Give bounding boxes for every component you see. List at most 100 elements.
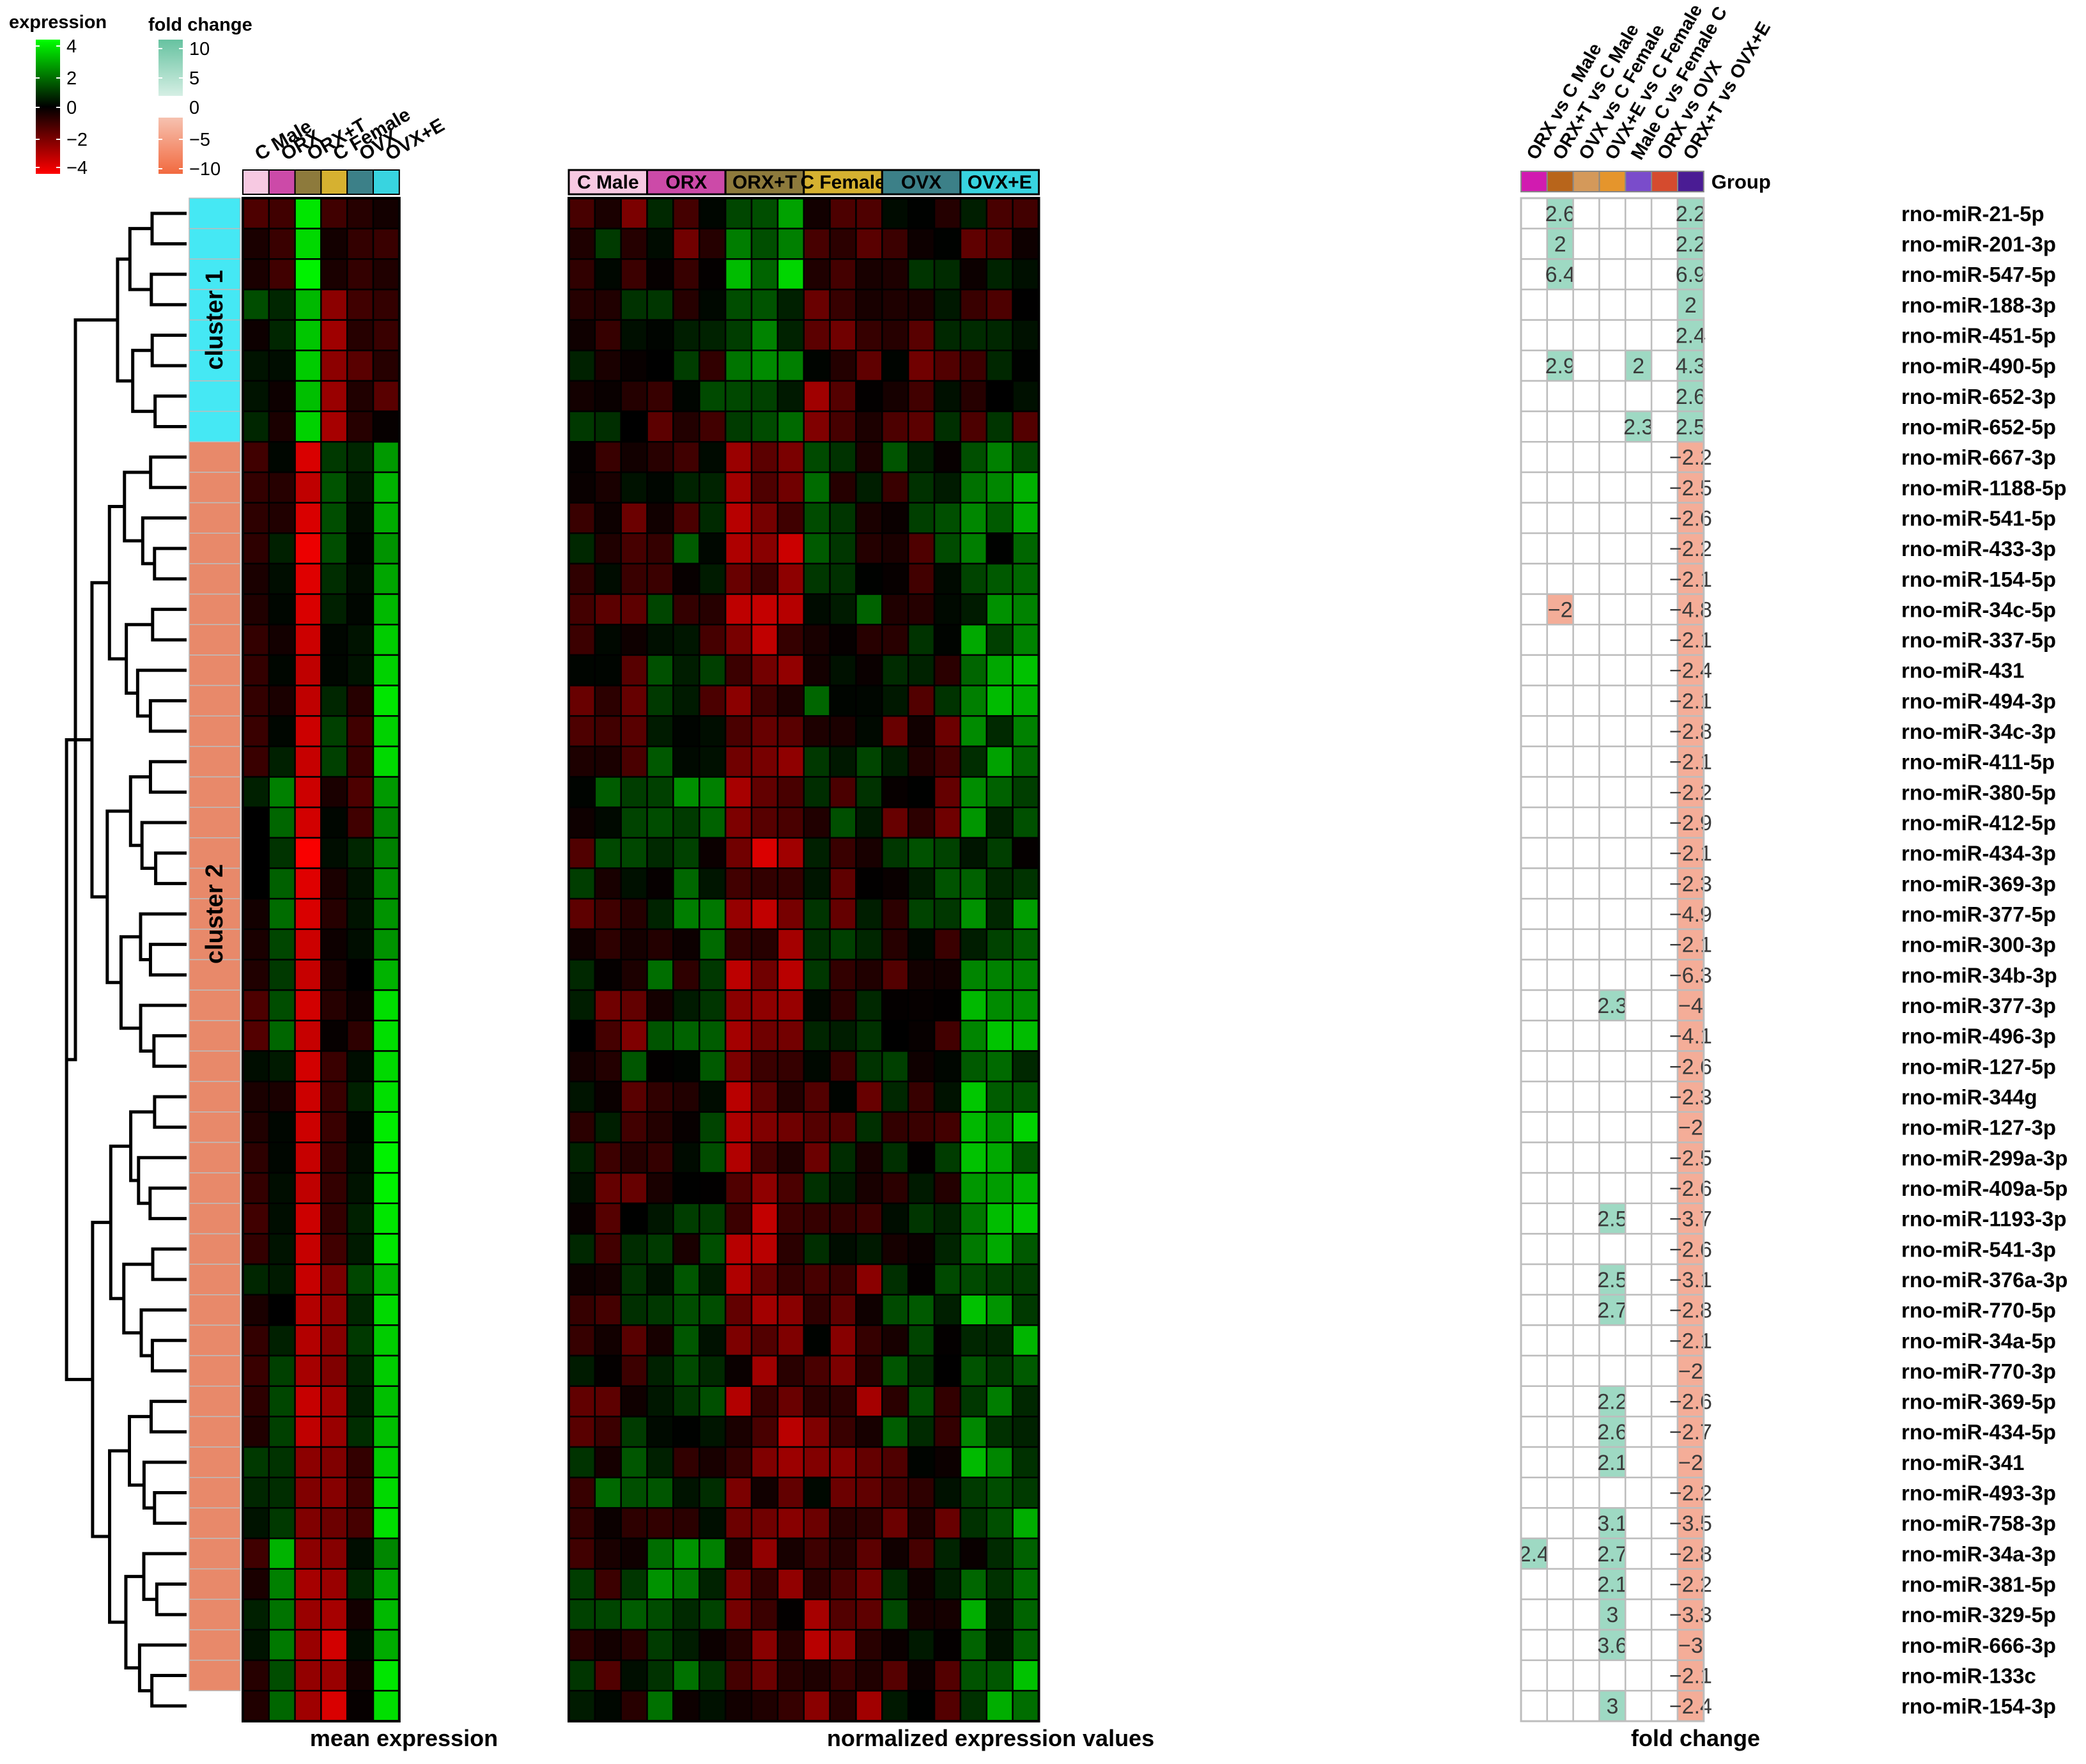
normalized-expression-cell xyxy=(855,1019,883,1052)
normalized-expression-cell xyxy=(907,258,936,291)
mean-expression-cell xyxy=(268,593,296,626)
fold-change-cell xyxy=(1520,928,1549,961)
normalized-expression-cell xyxy=(750,1690,779,1722)
dendrogram-branch xyxy=(150,1338,187,1373)
cluster-cell xyxy=(189,1233,241,1265)
dendrogram-branch xyxy=(142,1460,187,1510)
normalized-expression-cell xyxy=(776,1202,805,1235)
mean-expression-cell xyxy=(294,1659,322,1692)
normalized-expression-cell xyxy=(803,1598,831,1631)
mean-expression-cell xyxy=(320,562,348,595)
normalized-expression-cell xyxy=(620,989,648,1022)
mean-expression-cell xyxy=(346,1446,375,1478)
mean-expression-cell xyxy=(268,1568,296,1600)
normalized-expression-cell xyxy=(959,228,988,260)
normalized-expression-cell xyxy=(594,1202,622,1235)
mean-expression-cell xyxy=(294,228,322,260)
normalized-expression-cell xyxy=(620,228,648,260)
fold-change-cell xyxy=(1598,502,1626,534)
normalized-expression-cell xyxy=(881,1141,909,1174)
normalized-expression-cell xyxy=(933,1141,962,1174)
normalized-expression-cell xyxy=(855,837,883,869)
mean-expression-cell xyxy=(346,1537,375,1570)
normalized-expression-cell xyxy=(985,1263,1014,1296)
normalized-expression-cell xyxy=(881,776,909,808)
mean-expression-cell xyxy=(294,623,322,656)
cluster-cell xyxy=(189,197,241,229)
normalized-expression-cell xyxy=(672,654,700,686)
cluster-cell xyxy=(189,776,241,808)
dendrogram-branch xyxy=(150,272,187,307)
normalized-expression-cell xyxy=(672,350,700,382)
normalized-expression-cell xyxy=(620,1568,648,1600)
cluster-cell xyxy=(189,319,241,352)
normalized-expression-cell xyxy=(620,1172,648,1205)
normalized-expression-cell xyxy=(985,1080,1014,1113)
normalized-expression-cell xyxy=(985,989,1014,1022)
fold-change-value: 2.7 xyxy=(1597,1299,1627,1323)
mean-expression-cell xyxy=(268,654,296,686)
normalized-expression-cell xyxy=(620,1141,648,1174)
normalized-expression-cell xyxy=(672,685,700,717)
fold-change-value: −2 xyxy=(1678,1451,1703,1475)
fold-change-cell xyxy=(1676,1568,1705,1600)
normalized-expression-cell xyxy=(907,350,936,382)
row-label: rno-miR-154-5p xyxy=(1901,568,2056,591)
mean-expression-cell xyxy=(346,867,375,900)
normalized-expression-cell xyxy=(803,288,831,321)
normalized-expression-cell xyxy=(933,1446,962,1478)
normalized-expression-cell xyxy=(829,1598,857,1631)
normalized-expression-cell xyxy=(1012,410,1040,443)
mean-expression-cell xyxy=(242,532,270,565)
mean-expression-cell xyxy=(294,1202,322,1235)
mean-expression-cell xyxy=(320,1476,348,1509)
normalized-expression-cell xyxy=(907,1690,936,1722)
row-label: rno-miR-770-5p xyxy=(1901,1299,2056,1322)
normalized-expression-cell xyxy=(750,1294,779,1326)
mean-expression-cell xyxy=(346,562,375,595)
fold-change-cell xyxy=(1650,685,1679,717)
mean-expression-cell xyxy=(294,1111,322,1143)
normalized-expression-cell xyxy=(699,471,727,504)
fold-change-cell xyxy=(1625,1416,1653,1448)
normalized-expression-cell xyxy=(855,380,883,412)
fold-change-cell xyxy=(1598,471,1626,504)
normalized-expression-cell xyxy=(829,502,857,534)
normalized-expression-cell xyxy=(699,1446,727,1478)
fold-change-value: −2.8 xyxy=(1669,720,1712,744)
normalized-expression-cell xyxy=(776,1172,805,1205)
normalized-expression-cell xyxy=(646,837,674,869)
normalized-expression-cell xyxy=(776,1507,805,1540)
normalized-expression-cell xyxy=(568,776,596,808)
normalized-expression-cell xyxy=(620,928,648,961)
fold-change-cell xyxy=(1650,959,1679,991)
normalized-expression-cell xyxy=(646,288,674,321)
normalized-expression-cell xyxy=(594,806,622,839)
normalized-expression-cell xyxy=(1012,1294,1040,1326)
normalized-expression-cell xyxy=(985,837,1014,869)
normalized-expression-cell xyxy=(620,1629,648,1661)
fold-change-value: 2.6 xyxy=(1676,385,1706,409)
fold-change-cell xyxy=(1572,959,1600,991)
normalized-expression-cell xyxy=(620,593,648,626)
normalized-expression-cell xyxy=(724,228,753,260)
mean-expression-cell xyxy=(320,776,348,808)
fold-change-cell xyxy=(1625,1354,1653,1387)
mean-expression-cell xyxy=(294,1294,322,1326)
mean-expression-cell xyxy=(268,959,296,991)
normalized-expression-cell xyxy=(568,258,596,291)
mean-expression-cell xyxy=(320,1416,348,1448)
row-dendrogram xyxy=(65,212,187,1708)
normalized-expression-cell xyxy=(829,1141,857,1174)
normalized-expression-cell xyxy=(803,471,831,504)
normalized-expression-cell xyxy=(959,989,988,1022)
mean-expression-cell xyxy=(268,502,296,534)
fold-change-cell xyxy=(1598,288,1626,321)
normalized-expression-cell xyxy=(855,1294,883,1326)
normalized-expression-cell xyxy=(855,1263,883,1296)
cluster-cell xyxy=(189,1629,241,1661)
fold-change-cell xyxy=(1546,685,1574,717)
row-label: rno-miR-380-5p xyxy=(1901,780,2056,804)
normalized-expression-cell xyxy=(907,1172,936,1205)
